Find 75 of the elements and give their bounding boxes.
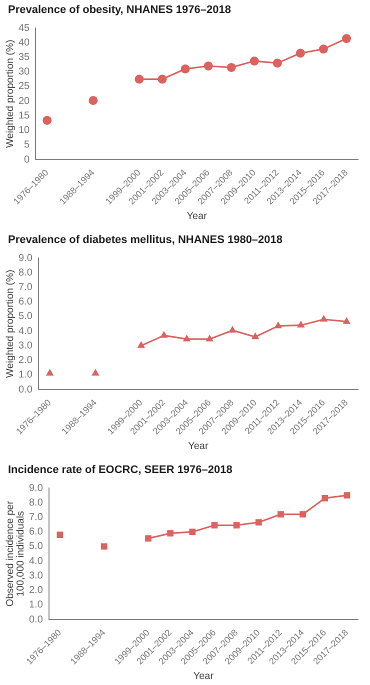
point [42,116,52,125]
y-tick-label: 5.0 [18,311,33,322]
point [204,61,213,70]
point [88,96,98,105]
y-tick-label: 3.0 [28,570,44,582]
point [137,341,146,348]
point [56,532,64,538]
point [158,74,167,84]
y-tick-label: 20 [18,96,30,107]
y-tick-label: 7.0 [28,512,44,523]
chart-title: Incidence rate of EOCRC, SEER 1976–2018 [8,464,234,478]
y-tick-label: 7.0 [18,282,33,293]
y-tick-label: 2.0 [18,355,33,366]
point [318,44,328,54]
point [344,492,350,498]
point [226,62,236,72]
chart-title: Prevalence of diabetes mellitus, NHANES 1980–2018 [8,234,284,248]
y-tick-label: 40 [18,37,30,48]
point [145,535,152,542]
y-tick-label: 10 [18,125,30,136]
x-axis-title: Year [188,440,209,452]
y-tick-label: 1.0 [28,600,44,611]
point [342,317,350,324]
y-tick-label: 4.0 [28,556,44,567]
y-tick-label: 2.0 [28,585,44,596]
y-tick-label: 9.0 [18,252,33,264]
point [251,332,260,340]
point [297,320,305,328]
point [320,314,328,322]
point [272,58,282,68]
point [233,522,240,528]
y-axis-title: Weighted proportion (%) [5,40,16,148]
point [255,519,262,526]
y-axis-title: Weighted proportion (%) [5,270,16,378]
x-axis-title: Year [193,670,214,682]
y-tick-label: 45 [18,22,30,34]
point [180,64,190,74]
y-tick-label: 0.0 [28,614,44,626]
y-tick-label: 30 [18,66,30,78]
y-tick-label: 25 [18,81,30,92]
x-axis-title: Year [186,210,208,222]
point [278,511,284,518]
point [182,334,191,342]
y-tick-label: 4.0 [18,326,33,337]
point [342,34,351,44]
y-tick-label: 5 [24,140,30,151]
point [134,74,144,84]
point [322,495,328,502]
y-tick-label: 8.0 [18,267,33,278]
y-tick-label: 8.0 [28,497,44,508]
point [206,334,214,342]
point [296,48,305,58]
point [189,528,196,536]
y-tick-label: 6.0 [28,526,44,538]
y-tick-label: 0.0 [18,384,33,396]
point [250,56,259,66]
point [100,543,108,550]
point [92,368,100,376]
point [228,326,236,333]
chart-title: Prevalence of obesity, NHANES 1976–2018 [8,4,232,18]
y-tick-label: 0 [24,154,30,166]
y-tick-label: 3.0 [18,340,33,352]
y-tick-label: 35 [18,52,30,63]
point [46,368,54,376]
point [167,530,174,536]
y-tick-label: 1.0 [18,370,33,381]
point [274,321,282,328]
point [160,330,168,338]
y-tick-label: 15 [18,110,30,122]
point [211,522,218,528]
point [300,511,306,518]
y-tick-label: 9.0 [28,482,44,494]
y-tick-label: 5.0 [28,541,44,552]
y-tick-label: 6.0 [18,296,33,308]
y-axis-title: Observed incidence per 100,000 individuals [5,500,26,607]
